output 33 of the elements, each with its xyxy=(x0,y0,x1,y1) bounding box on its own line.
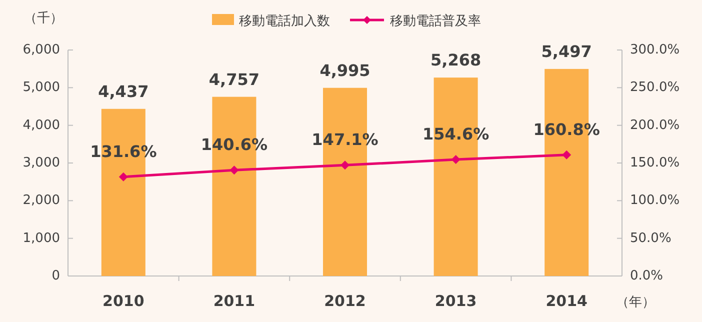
y2-tick-label: 100.0% xyxy=(630,193,680,208)
y-tick-label: 2,000 xyxy=(22,193,60,208)
legend-label: 移動電話普及率 xyxy=(390,13,481,29)
y-tick-label: 4,000 xyxy=(22,118,60,133)
data-label: 4,757 xyxy=(208,70,260,89)
x-tick-label: 2013 xyxy=(434,292,477,310)
y-tick-label: 6,000 xyxy=(22,42,60,58)
legend-label: 移動電話加入数 xyxy=(239,14,330,29)
y-tick-label: 3,000 xyxy=(22,156,60,170)
x-tick-label: 2014 xyxy=(546,292,588,310)
y-axis-title: （千） xyxy=(24,11,63,26)
y2-tick-label: 250.0% xyxy=(630,80,680,96)
x-tick-label: 2010 xyxy=(102,292,144,310)
x-axis-title: （年） xyxy=(616,295,655,310)
point xyxy=(340,160,350,170)
y2-tick-label: 50.0% xyxy=(630,230,672,246)
data-label: 4,437 xyxy=(98,82,149,101)
point xyxy=(230,166,239,175)
y2-tick-label: 200.0% xyxy=(630,118,680,133)
data-label: 4,995 xyxy=(320,60,370,80)
y-tick-label: 5,000 xyxy=(22,80,60,96)
x-tick-label: 2011 xyxy=(213,292,256,310)
y2-tick-label: 0.0% xyxy=(630,268,664,284)
data-label: 5,268 xyxy=(430,50,482,70)
x-tick-label: 2012 xyxy=(324,292,366,310)
data-label: 5,497 xyxy=(541,42,592,61)
point xyxy=(562,150,572,160)
y-tick-label: 1,000 xyxy=(22,230,60,246)
point xyxy=(118,172,128,182)
y-tick-label: 0 xyxy=(52,268,60,284)
y2-tick-label: 300.0% xyxy=(630,42,680,58)
point xyxy=(451,155,460,164)
y2-tick-label: 150.0% xyxy=(630,156,680,170)
